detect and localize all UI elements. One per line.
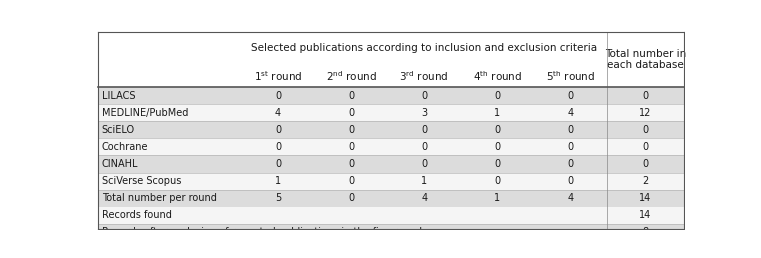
Text: 0: 0	[642, 91, 648, 101]
Text: SciVerse Scopus: SciVerse Scopus	[102, 176, 181, 186]
Bar	[98, 138, 683, 156]
Text: Records found: Records found	[102, 210, 171, 220]
Text: 4: 4	[421, 193, 427, 203]
Bar	[98, 32, 241, 87]
Text: 3$^{\mathrm{rd}}$ round: 3$^{\mathrm{rd}}$ round	[400, 69, 449, 83]
Text: 3: 3	[421, 108, 427, 118]
Text: 8: 8	[642, 228, 648, 237]
Bar	[98, 173, 683, 190]
Text: 14: 14	[639, 210, 651, 220]
Text: 0: 0	[494, 142, 500, 152]
Text: 1: 1	[421, 176, 427, 186]
Text: 0: 0	[567, 176, 573, 186]
Text: 4$^{\mathrm{th}}$ round: 4$^{\mathrm{th}}$ round	[473, 69, 522, 83]
Text: 0: 0	[348, 159, 354, 169]
Text: 1: 1	[494, 193, 500, 203]
Text: 0: 0	[348, 176, 354, 186]
Bar	[241, 32, 607, 64]
Text: 0: 0	[348, 91, 354, 101]
Text: 5$^{\mathrm{th}}$ round: 5$^{\mathrm{th}}$ round	[546, 69, 595, 83]
Bar	[98, 156, 683, 173]
Text: Cochrane: Cochrane	[102, 142, 148, 152]
Text: 1: 1	[494, 108, 500, 118]
Text: 0: 0	[642, 159, 648, 169]
Bar	[98, 190, 683, 207]
Text: SciELO: SciELO	[102, 125, 135, 135]
Text: 0: 0	[421, 91, 427, 101]
Bar	[607, 32, 683, 87]
Text: 4: 4	[567, 193, 573, 203]
Bar	[98, 87, 683, 104]
Text: 0: 0	[275, 125, 281, 135]
Text: 0: 0	[348, 108, 354, 118]
Text: 0: 0	[567, 125, 573, 135]
Text: 2: 2	[642, 176, 648, 186]
Text: 0: 0	[275, 159, 281, 169]
Text: LILACS: LILACS	[102, 91, 135, 101]
Text: 0: 0	[348, 125, 354, 135]
Text: 0: 0	[421, 125, 427, 135]
Bar	[98, 121, 683, 138]
Text: 4: 4	[567, 108, 573, 118]
Text: 12: 12	[639, 108, 651, 118]
Text: 5: 5	[275, 193, 282, 203]
Text: 14: 14	[639, 193, 651, 203]
Text: 0: 0	[275, 91, 281, 101]
Text: 0: 0	[275, 142, 281, 152]
Text: 0: 0	[494, 159, 500, 169]
Bar	[98, 104, 683, 121]
Text: MEDLINE/PubMed: MEDLINE/PubMed	[102, 108, 188, 118]
Text: Total number in
each database: Total number in each database	[605, 49, 686, 70]
Text: 0: 0	[348, 142, 354, 152]
Text: 0: 0	[421, 142, 427, 152]
Text: 0: 0	[494, 91, 500, 101]
Text: 0: 0	[348, 193, 354, 203]
Text: 4: 4	[275, 108, 281, 118]
Bar	[98, 207, 683, 224]
Text: 0: 0	[494, 176, 500, 186]
Text: Total number per round: Total number per round	[102, 193, 216, 203]
Text: 0: 0	[642, 142, 648, 152]
Bar	[98, 224, 683, 241]
Text: CINAHL: CINAHL	[102, 159, 138, 169]
Text: 0: 0	[567, 159, 573, 169]
Bar	[241, 64, 607, 87]
Text: 0: 0	[567, 91, 573, 101]
Text: 0: 0	[421, 159, 427, 169]
Text: 1: 1	[275, 176, 281, 186]
Text: 0: 0	[567, 142, 573, 152]
Text: 0: 0	[494, 125, 500, 135]
Text: Selected publications according to inclusion and exclusion criteria: Selected publications according to inclu…	[251, 43, 597, 53]
Text: 1$^{\mathrm{st}}$ round: 1$^{\mathrm{st}}$ round	[254, 69, 302, 83]
Text: 0: 0	[642, 125, 648, 135]
Text: Records after exclusion of repeated publications in the five rounds: Records after exclusion of repeated publ…	[102, 228, 427, 237]
Text: 2$^{\mathrm{nd}}$ round: 2$^{\mathrm{nd}}$ round	[326, 69, 377, 83]
